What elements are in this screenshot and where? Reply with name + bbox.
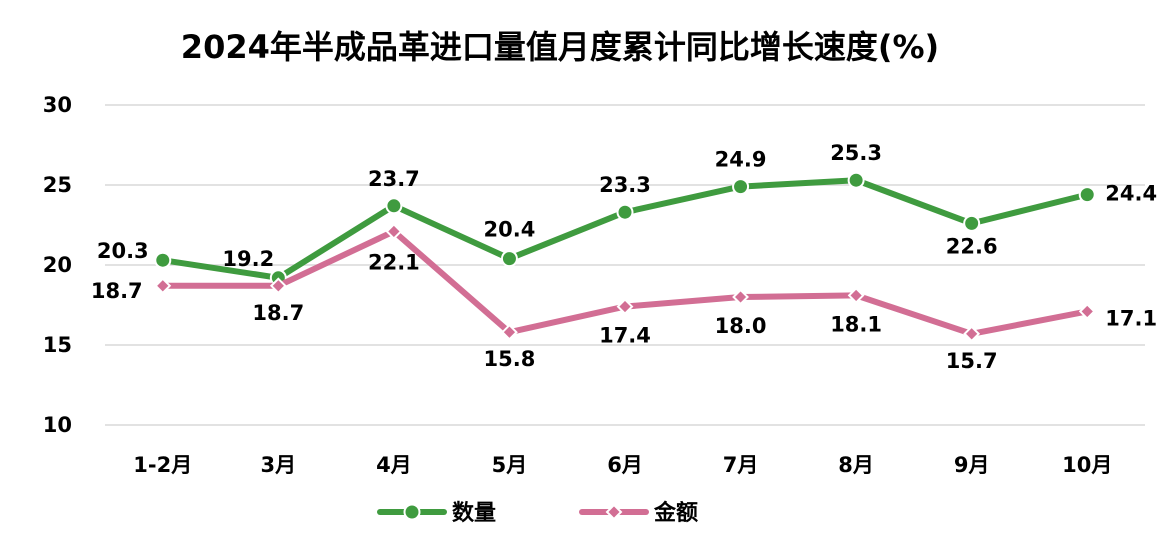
data-point	[847, 286, 865, 304]
data-point	[1078, 186, 1096, 204]
data-label: 20.3	[97, 239, 149, 263]
legend-label: 数量	[452, 500, 496, 526]
data-point	[1078, 302, 1096, 320]
data-label: 18.7	[91, 279, 143, 303]
data-point	[732, 178, 750, 196]
y-tick-label: 20	[43, 253, 72, 277]
data-point	[732, 288, 749, 306]
data-point	[385, 197, 403, 215]
data-point	[616, 298, 634, 316]
data-point	[616, 203, 634, 221]
data-label: 23.3	[599, 173, 651, 197]
data-point	[269, 277, 287, 295]
legend-marker	[605, 503, 623, 521]
data-point	[500, 250, 518, 268]
data-point	[501, 323, 518, 341]
legend-label: 金额	[653, 500, 698, 526]
gridlines	[105, 104, 1145, 426]
x-tick-label: 4月	[376, 453, 412, 477]
data-point	[385, 222, 403, 240]
data-label: 15.7	[946, 349, 998, 373]
data-point	[963, 214, 981, 232]
y-tick-label: 10	[43, 413, 72, 437]
data-point	[963, 325, 981, 343]
data-label: 22.6	[946, 234, 998, 258]
x-tick-label: 8月	[838, 453, 874, 477]
data-label: 23.7	[368, 167, 420, 191]
chart-title: 2024年半成品革进口量值月度累计同比增长速度(%)	[181, 28, 939, 66]
data-labels: 20.3 19.2 23.7 20.4 23.3 24.9 25.3 22.6 24.4 18.7…	[91, 141, 1157, 373]
data-label: 18.7	[252, 301, 304, 325]
data-label: 18.0	[715, 314, 767, 338]
x-tick-label: 3月	[261, 453, 297, 477]
x-tick-label: 7月	[723, 453, 759, 477]
data-point	[847, 171, 865, 189]
y-axis-ticks: 30 25 20 15 10	[43, 93, 72, 437]
data-label: 15.8	[484, 347, 536, 371]
data-label: 17.1	[1105, 306, 1157, 330]
data-point	[154, 277, 172, 295]
x-tick-label: 9月	[954, 453, 990, 477]
data-label: 19.2	[222, 247, 274, 271]
data-label: 24.4	[1105, 182, 1157, 206]
data-point	[154, 251, 172, 269]
data-label: 18.1	[830, 312, 882, 336]
series-group	[154, 171, 1096, 343]
x-tick-label: 5月	[492, 453, 528, 477]
data-label: 25.3	[830, 141, 882, 165]
data-label: 20.4	[484, 218, 536, 242]
data-label: 22.1	[368, 250, 420, 274]
x-tick-label: 1-2月	[133, 453, 192, 477]
legend: 数量 金额	[377, 500, 698, 526]
x-tick-label: 6月	[607, 453, 643, 477]
y-tick-label: 25	[43, 173, 72, 197]
y-tick-label: 30	[43, 93, 72, 117]
x-axis-ticks: 1-2月 3月 4月 5月 6月 7月 8月 9月 10月	[133, 453, 1112, 477]
x-tick-label: 10月	[1062, 453, 1112, 477]
data-label: 24.9	[715, 148, 767, 172]
legend-marker	[403, 503, 421, 521]
data-label: 17.4	[599, 324, 651, 348]
y-tick-label: 15	[43, 333, 72, 357]
